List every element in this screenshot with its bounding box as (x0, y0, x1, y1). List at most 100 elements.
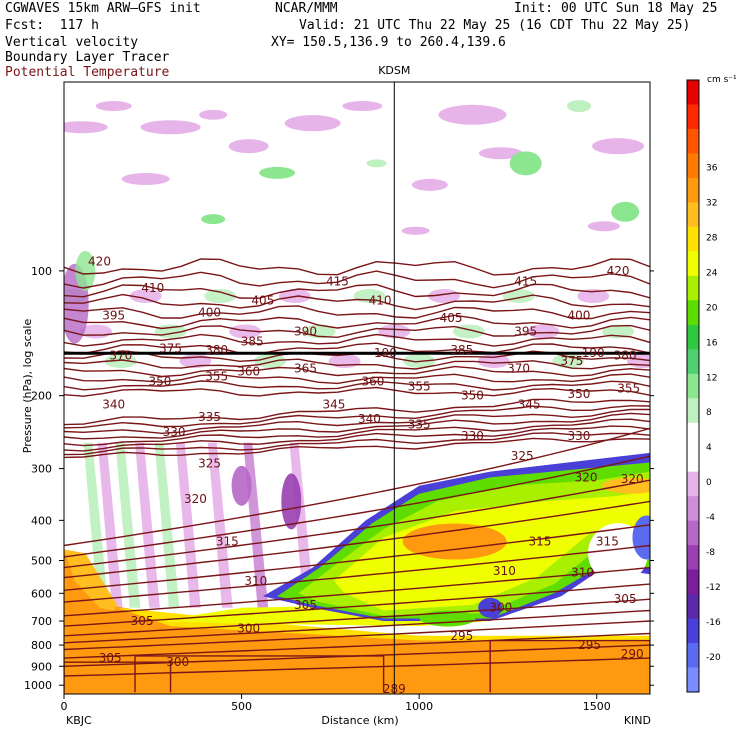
init-time: Init: 00 UTC Sun 18 May 25 (514, 1, 718, 16)
model-title: CGWAVES 15km ARW–GFS init (5, 1, 201, 16)
theta-contour (64, 305, 650, 320)
surface-theta-contour (489, 639, 650, 693)
theta-label: 310 (571, 566, 594, 580)
cross-section-xy: XY= 150.5,136.9 to 260.4,139.6 (271, 35, 506, 50)
theta-label: 375 (560, 354, 583, 368)
potential-temperature-contours (64, 258, 650, 693)
theta-contour (64, 365, 650, 378)
theta-label: 335 (408, 418, 431, 432)
colorbar-tick-label: 16 (706, 338, 718, 348)
theta-contour (64, 500, 650, 579)
colorbar-swatch (687, 496, 699, 522)
x-tick-label: 1000 (405, 700, 433, 713)
colorbar-swatch (687, 128, 699, 154)
theta-contour (64, 632, 650, 659)
theta-contour (64, 437, 650, 459)
stratospheric-velocity-patch (587, 221, 620, 232)
tropopause-velocity-patch (577, 289, 610, 304)
colorbar-tick-label: 36 (706, 163, 718, 173)
theta-contour (64, 566, 650, 617)
stratospheric-velocity-patch (566, 100, 591, 113)
theta-label: 370 (109, 348, 132, 362)
colorbar-swatch (687, 643, 699, 669)
theta-contour (64, 314, 650, 330)
stratospheric-velocity-patch (366, 159, 387, 168)
stratospheric-velocity-patch (592, 138, 645, 155)
theta-label: 190 (374, 346, 397, 360)
theta-label: 320 (621, 472, 644, 486)
colorbar-swatch (687, 398, 699, 424)
theta-label: 315 (528, 535, 551, 549)
colorbar-swatch (687, 618, 699, 644)
theta-label: 355 (205, 370, 228, 384)
colorbar-swatch (687, 667, 699, 693)
stratospheric-velocity-patch (140, 120, 201, 135)
theta-label: 385 (241, 334, 264, 348)
stratospheric-velocity-patch (284, 115, 341, 132)
descent-core (632, 515, 650, 560)
y-tick-label: 1000 (24, 679, 52, 692)
theta-contour (64, 657, 650, 677)
colorbar-swatch (687, 422, 699, 448)
theta-contour (64, 620, 650, 651)
colorbar-swatch (687, 324, 699, 350)
theta-contour (64, 408, 650, 435)
theta-label: 390 (294, 324, 317, 338)
colorbar-swatch (687, 349, 699, 375)
warm-conveyor-core (602, 477, 650, 494)
tropopause-velocity-patch (204, 289, 237, 304)
theta-label: 300 (237, 622, 260, 636)
y-tick-label: 100 (31, 265, 52, 278)
kdsm-station-label: KDSM (378, 64, 410, 77)
colorbar-tick-label: -8 (706, 548, 715, 558)
colorbar-swatch (687, 594, 699, 620)
theta-label: 380 (205, 343, 228, 357)
theta-label: 350 (461, 389, 484, 403)
mountain-wave-plume (175, 442, 201, 608)
valid-time: Valid: 21 UTC Thu 22 May 25 (16 CDT Thu … (299, 18, 691, 33)
tropopause-velocity-patch (527, 324, 560, 339)
theta-label: 410 (369, 294, 392, 308)
colorbar-unit: cm s⁻¹ (707, 75, 737, 85)
theta-label: 420 (88, 255, 111, 269)
theta-contour (64, 358, 650, 370)
boundary-layer-fill (64, 549, 650, 694)
stratospheric-velocity-patch (401, 226, 430, 235)
colorbar-tick-label: 4 (706, 443, 712, 453)
mountain-wave-plume (115, 442, 141, 608)
theta-label: 325 (198, 457, 221, 471)
stratospheric-velocity-patch (438, 104, 507, 125)
y-tick-label: 200 (31, 390, 52, 403)
colorbar-swatch (687, 471, 699, 497)
theta-label: 290 (621, 647, 644, 661)
mountain-wave-plume (97, 442, 123, 608)
y-tick-label: 700 (31, 615, 52, 628)
theta-label: 335 (198, 410, 221, 424)
theta-contour (64, 324, 650, 339)
colorbar-tick-label: -20 (706, 653, 721, 663)
stratospheric-velocity-patch (95, 101, 132, 112)
y-tick-label: 600 (31, 587, 52, 600)
tropopause-velocity-patch (428, 289, 461, 304)
theta-contour (64, 425, 650, 452)
theta-label: 300 (166, 655, 189, 669)
stratospheric-velocity-patch (478, 147, 523, 160)
theta-label: 315 (596, 535, 619, 549)
colorbar-tick-label: -12 (706, 583, 721, 593)
stratospheric-velocity-patch (259, 166, 296, 179)
y-tick-label: 300 (31, 463, 52, 476)
colorbar-tick-label: -4 (706, 513, 715, 523)
forecast-hour: Fcst: 117 h (5, 18, 99, 33)
theta-contour (64, 598, 650, 637)
theta-contour (64, 293, 650, 311)
theta-label: 380 (614, 348, 637, 362)
theta-label: 415 (514, 274, 537, 288)
potential-temperature-labels: 420 410 395 400 405 415 410 390 385 375 380 370 360 3… (88, 255, 644, 696)
theta-contour (64, 258, 650, 276)
surface-theta-contour (64, 661, 172, 693)
theta-label: 400 (568, 308, 591, 322)
vertical-velocity-field (64, 100, 650, 694)
theta-contour (64, 609, 650, 644)
colorbar-tick-label: -16 (706, 618, 721, 628)
theta-contour (64, 583, 650, 627)
